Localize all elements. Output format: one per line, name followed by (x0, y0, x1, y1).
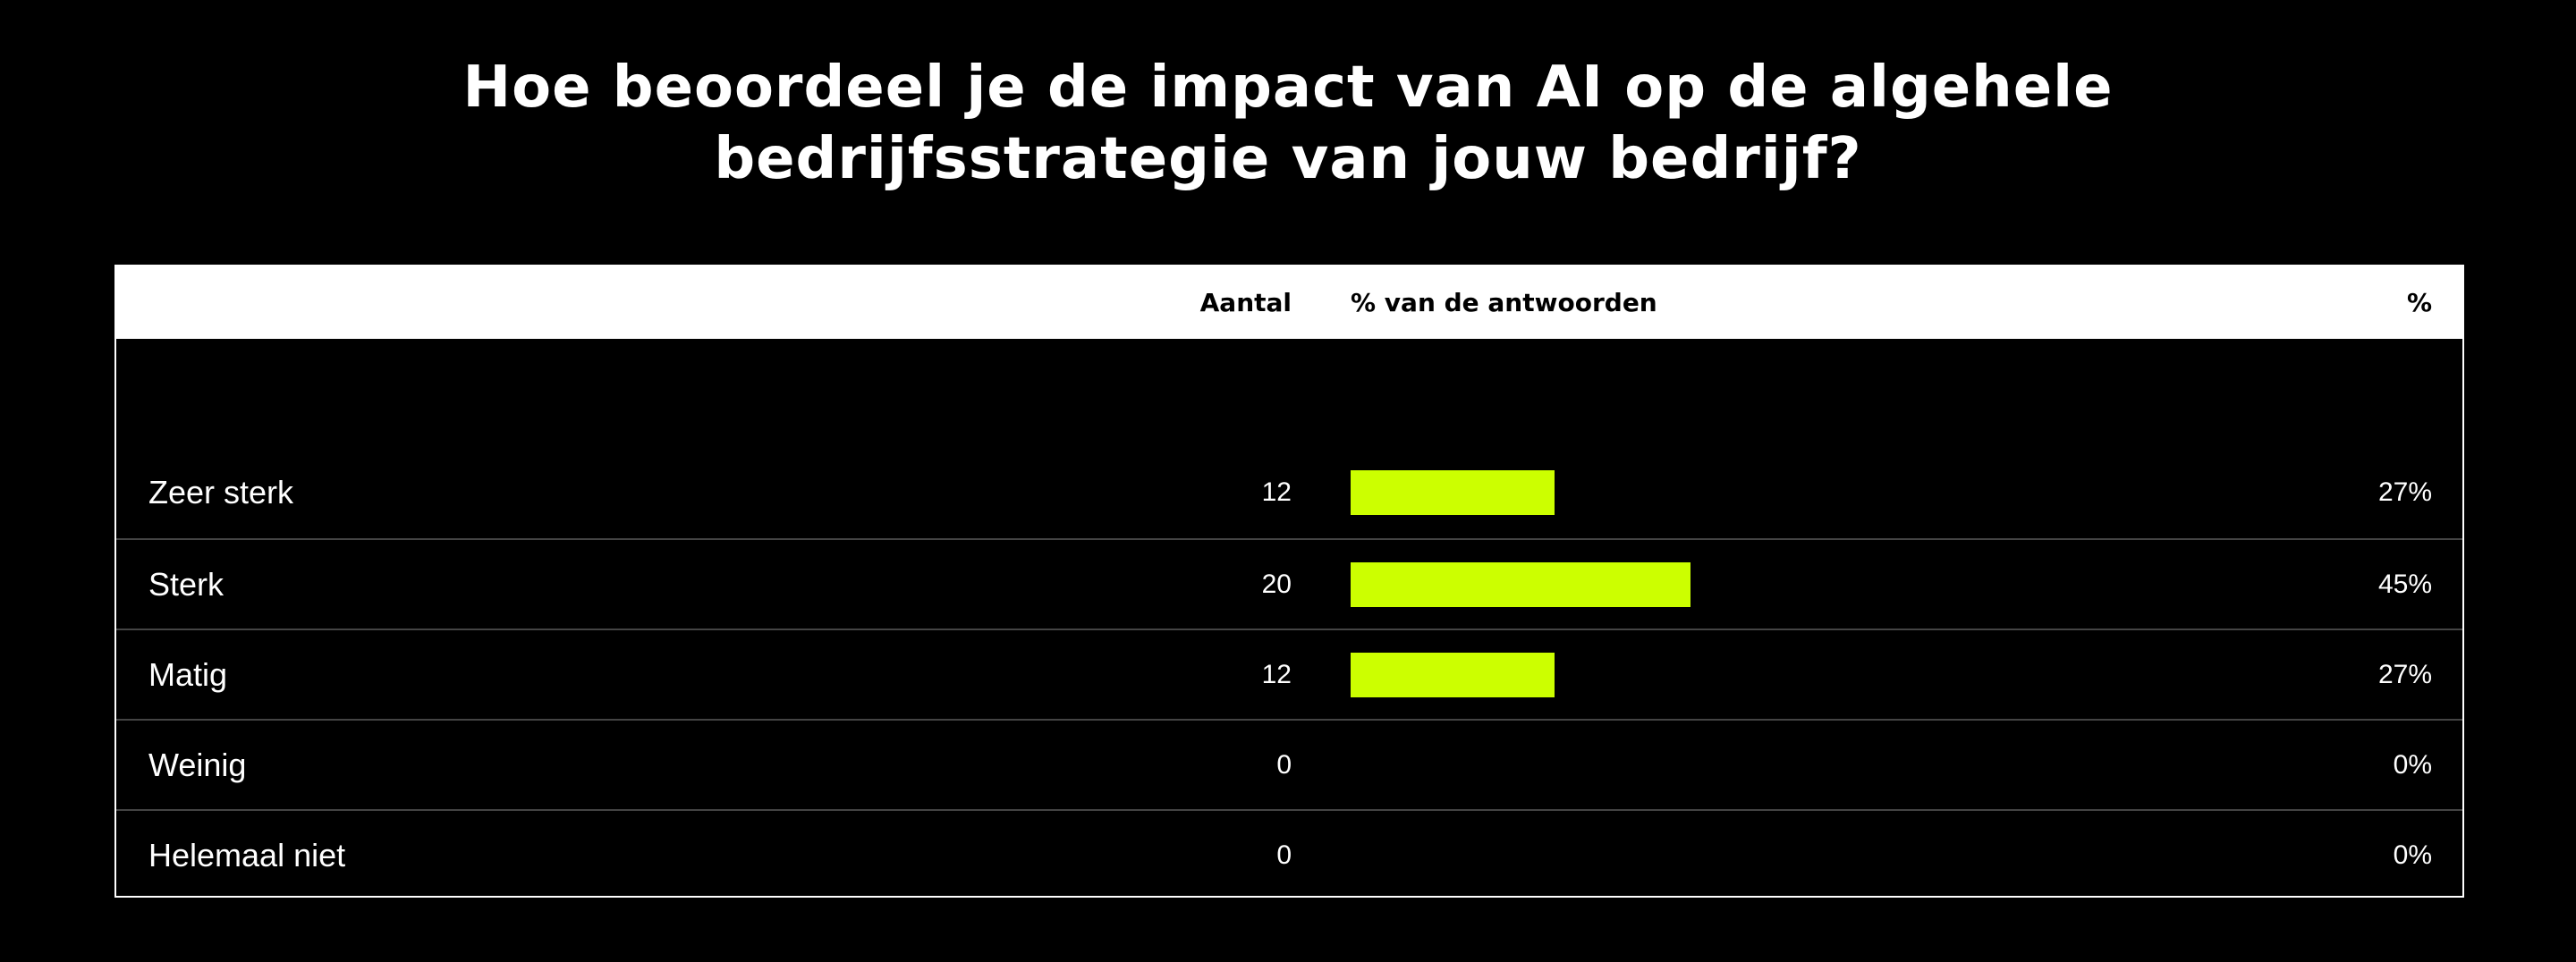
row-label: Sterk (148, 566, 225, 603)
bar-track (1351, 470, 1932, 515)
header-percent: % (2406, 288, 2432, 317)
bar-track (1351, 562, 1932, 607)
header-count: Aantal (1199, 288, 1292, 317)
bar (1351, 562, 1690, 607)
bar-track (1351, 833, 1932, 878)
row-percent: 0% (2393, 750, 2432, 780)
row-label: Zeer sterk (148, 474, 294, 511)
table-row: Zeer sterk 12 27% (116, 448, 2462, 537)
row-percent: 27% (2377, 477, 2432, 507)
row-count: 0 (1276, 840, 1292, 870)
row-count: 20 (1261, 570, 1292, 599)
bar (1351, 470, 1555, 515)
row-label: Helemaal niet (148, 837, 346, 873)
bar-track (1351, 653, 1932, 697)
bar (1351, 653, 1555, 697)
table-header: Aantal % van de antwoorden % (116, 266, 2462, 339)
header-bar: % van de antwoorden (1351, 288, 1657, 317)
table-row: Sterk 20 45% (116, 538, 2462, 628)
row-percent: 27% (2377, 660, 2432, 689)
row-percent: 0% (2393, 840, 2432, 870)
row-count: 12 (1261, 477, 1292, 507)
row-label: Weinig (148, 747, 247, 783)
row-count: 0 (1276, 750, 1292, 780)
results-table: Aantal % van de antwoorden % Zeer sterk 1… (114, 265, 2464, 898)
table-row: Weinig 0 0% (116, 719, 2462, 808)
chart-title: Hoe beoordeel je de impact van AI op de … (0, 52, 2576, 195)
bar-track (1351, 743, 1932, 788)
row-label: Matig (148, 656, 228, 693)
chart-title-line-2: bedrijfsstrategie van jouw bedrijf? (714, 126, 1862, 192)
table-row: Matig 12 27% (116, 629, 2462, 718)
row-percent: 45% (2377, 570, 2432, 599)
chart-title-line-1: Hoe beoordeel je de impact van AI op de … (462, 55, 2114, 121)
table-row: Helemaal niet 0 0% (116, 809, 2462, 899)
row-count: 12 (1261, 660, 1292, 689)
